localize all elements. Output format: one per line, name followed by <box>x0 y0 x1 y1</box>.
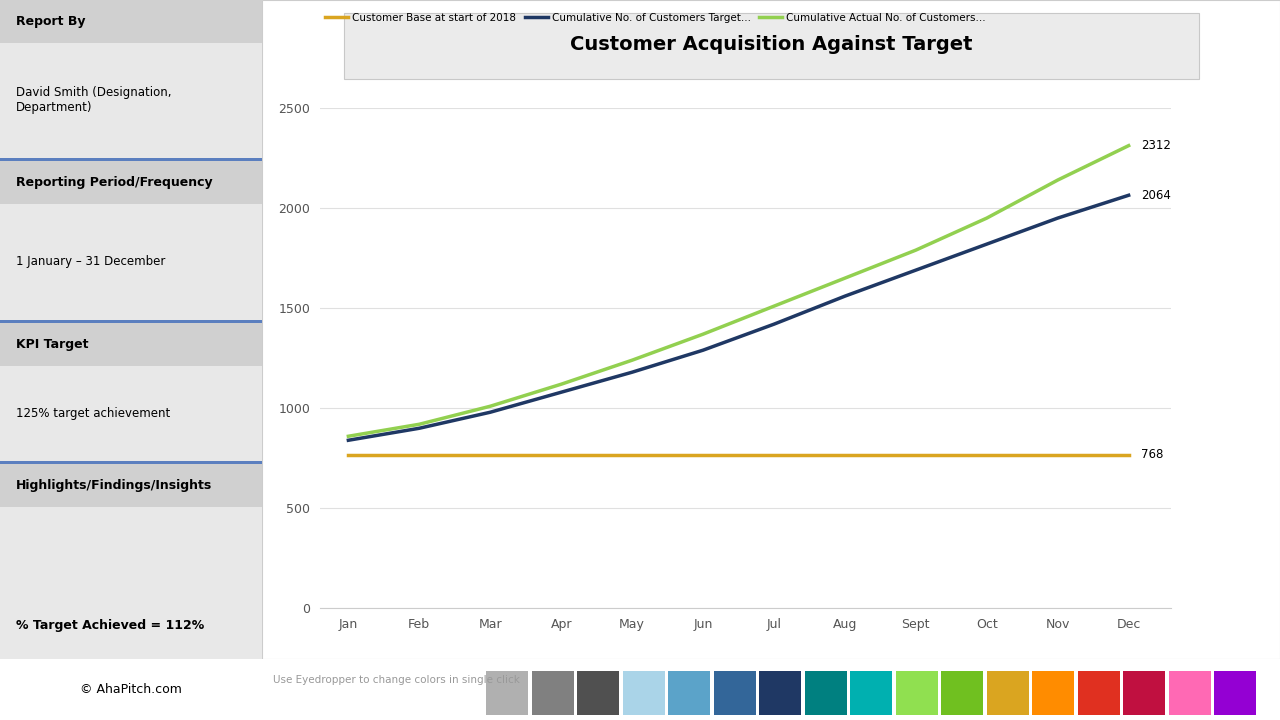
Bar <box>941 671 983 715</box>
Bar <box>759 671 801 715</box>
Cumulative Actual No. of Customers... <box>1121 141 1137 150</box>
Customer Base at start of 2018 <box>1050 450 1065 459</box>
Bar <box>0 0 262 42</box>
Customer Base at start of 2018 <box>695 450 710 459</box>
Text: © AhaPitch.com: © AhaPitch.com <box>81 683 182 696</box>
Bar <box>0 158 262 165</box>
Text: Customer Acquisition Against Target: Customer Acquisition Against Target <box>570 35 973 54</box>
Text: 2312: 2312 <box>1142 139 1171 152</box>
Cumulative No. of Customers Target... <box>483 408 498 417</box>
Line: Cumulative Actual No. of Customers...: Cumulative Actual No. of Customers... <box>348 145 1129 436</box>
Cumulative No. of Customers Target... <box>695 346 710 354</box>
Text: Reporting Period/Frequency: Reporting Period/Frequency <box>15 176 212 189</box>
Text: Highlights/Findings/Insights: Highlights/Findings/Insights <box>15 480 212 492</box>
Bar <box>668 671 710 715</box>
Text: David Smith (Designation,
Department): David Smith (Designation, Department) <box>15 86 172 114</box>
Cumulative Actual No. of Customers... <box>979 214 995 222</box>
Bar <box>850 671 892 715</box>
Bar <box>0 462 262 468</box>
Text: Use Eyedropper to change colors in single click: Use Eyedropper to change colors in singl… <box>273 675 520 685</box>
Bar <box>0 366 262 462</box>
Bar <box>0 42 262 158</box>
Bar <box>486 671 529 715</box>
Text: Report By: Report By <box>15 15 86 28</box>
Cumulative Actual No. of Customers... <box>412 420 428 428</box>
Bar <box>896 671 937 715</box>
Cumulative No. of Customers Target... <box>767 320 782 328</box>
Text: KPI Target: KPI Target <box>15 338 88 351</box>
Text: 768: 768 <box>1142 448 1164 462</box>
Cumulative No. of Customers Target... <box>909 266 924 274</box>
Legend: Customer Base at start of 2018, Cumulative No. of Customers Target..., Cumulativ: Customer Base at start of 2018, Cumulati… <box>325 13 986 23</box>
Bar <box>805 671 846 715</box>
Cumulative No. of Customers Target... <box>625 368 640 377</box>
Cumulative Actual No. of Customers... <box>767 302 782 310</box>
Text: % Target Achieved = 112%: % Target Achieved = 112% <box>15 619 204 632</box>
Customer Base at start of 2018 <box>412 450 428 459</box>
Customer Base at start of 2018 <box>1121 450 1137 459</box>
Customer Base at start of 2018 <box>483 450 498 459</box>
Bar <box>1123 671 1165 715</box>
Cumulative No. of Customers Target... <box>979 240 995 248</box>
Customer Base at start of 2018 <box>979 450 995 459</box>
Customer Base at start of 2018 <box>909 450 924 459</box>
Bar <box>1215 671 1256 715</box>
Bar <box>714 671 755 715</box>
Cumulative No. of Customers Target... <box>553 388 568 397</box>
Customer Base at start of 2018 <box>767 450 782 459</box>
Cumulative Actual No. of Customers... <box>909 246 924 254</box>
Cumulative Actual No. of Customers... <box>340 432 356 441</box>
Cumulative No. of Customers Target... <box>412 424 428 433</box>
Cumulative Actual No. of Customers... <box>695 330 710 338</box>
Bar <box>0 508 262 659</box>
Customer Base at start of 2018 <box>340 450 356 459</box>
Bar <box>0 464 262 508</box>
Cumulative Actual No. of Customers... <box>483 402 498 410</box>
Bar <box>987 671 1029 715</box>
Bar <box>1032 671 1074 715</box>
Customer Base at start of 2018 <box>837 450 852 459</box>
Bar <box>531 671 573 715</box>
Bar <box>0 161 262 204</box>
Line: Cumulative No. of Customers Target...: Cumulative No. of Customers Target... <box>348 195 1129 440</box>
Customer Base at start of 2018 <box>625 450 640 459</box>
Text: 2064: 2064 <box>1142 189 1171 202</box>
Text: 125% target achievement: 125% target achievement <box>15 407 170 420</box>
FancyBboxPatch shape <box>344 13 1198 79</box>
Bar <box>1169 671 1211 715</box>
Bar <box>0 320 262 326</box>
Cumulative Actual No. of Customers... <box>625 356 640 364</box>
Cumulative Actual No. of Customers... <box>837 274 852 282</box>
Bar <box>0 204 262 320</box>
Customer Base at start of 2018 <box>553 450 568 459</box>
Bar <box>0 323 262 366</box>
Cumulative No. of Customers Target... <box>1050 214 1065 222</box>
Bar <box>577 671 620 715</box>
Text: 1 January – 31 December: 1 January – 31 December <box>15 256 165 269</box>
Cumulative No. of Customers Target... <box>1121 191 1137 199</box>
Bar <box>623 671 664 715</box>
Cumulative Actual No. of Customers... <box>553 380 568 389</box>
Cumulative No. of Customers Target... <box>340 436 356 444</box>
Cumulative Actual No. of Customers... <box>1050 176 1065 184</box>
Bar <box>1078 671 1120 715</box>
Cumulative No. of Customers Target... <box>837 292 852 300</box>
